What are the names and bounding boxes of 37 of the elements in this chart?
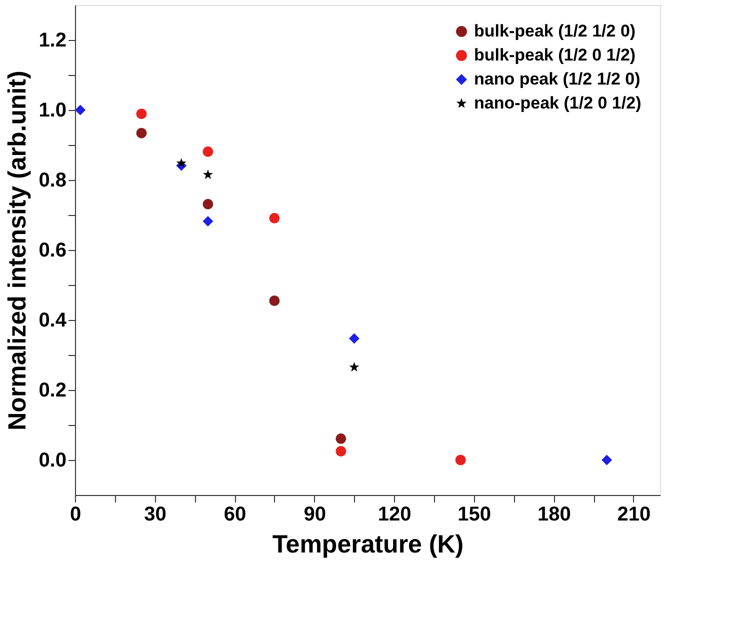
legend-label: nano peak (1/2 1/2 0) [474, 70, 640, 88]
y-tick-label: 0.4 [38, 310, 68, 332]
y-tick-label: 0.2 [38, 380, 66, 402]
x-tick-label: 30 [144, 504, 166, 526]
x-axis-title: Temperature (K) [272, 530, 464, 558]
legend-label: bulk-peak (1/2 0 1/2) [474, 46, 636, 64]
y-tick-label: 0.6 [38, 240, 66, 262]
point [455, 454, 466, 466]
point [336, 433, 346, 444]
point [202, 146, 214, 157]
y-tick-label: 0.0 [38, 450, 66, 472]
x-tick-label: 180 [537, 504, 571, 526]
x-tick-label: 210 [617, 504, 651, 526]
x-tick-label: 90 [304, 504, 326, 526]
point [349, 362, 360, 372]
legend-label: bulk-peak (1/2 1/2 0) [474, 22, 636, 40]
y-tick-label: 1.0 [38, 100, 66, 122]
x-tick-label: 150 [458, 504, 492, 526]
y-tick-label: 0.8 [38, 170, 66, 192]
point [202, 198, 214, 210]
point [336, 446, 346, 456]
point [602, 454, 612, 466]
x-tick-label: 60 [224, 504, 246, 526]
point [136, 108, 147, 120]
x-tick-label: 120 [378, 504, 412, 526]
point [202, 216, 214, 227]
point [269, 212, 280, 224]
y-tick-label: 1.2 [38, 30, 66, 52]
legend-label: nano-peak (1/2 0 1/2) [474, 94, 642, 112]
y-axis-title: Normalized intensity (arb.unit) [4, 70, 32, 430]
point [348, 333, 360, 344]
x-tick-label: 0 [70, 504, 82, 526]
point [202, 170, 213, 179]
point [269, 296, 280, 306]
point [75, 104, 86, 116]
point [136, 128, 147, 138]
point [176, 158, 186, 168]
